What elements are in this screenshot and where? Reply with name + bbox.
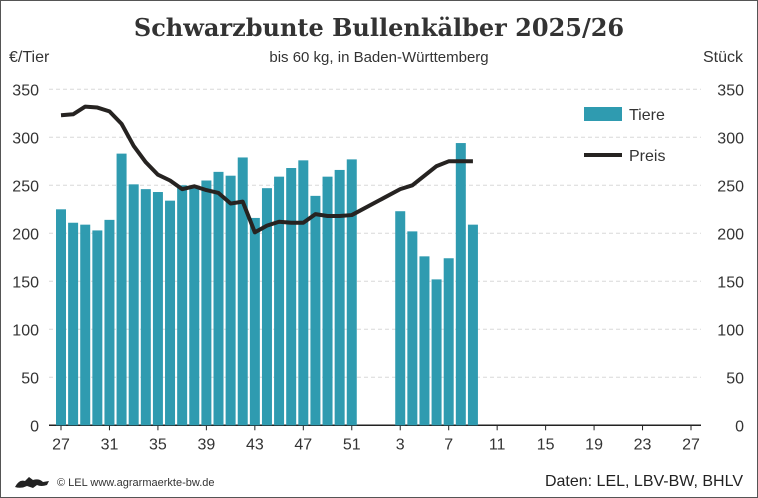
legend-label-preis: Preis [629, 148, 665, 165]
bar-43 [249, 217, 260, 426]
bar-4 [407, 231, 418, 426]
bar-41 [225, 175, 236, 426]
x-tick-label: 15 [537, 436, 555, 453]
bar-9 [467, 224, 478, 426]
left-tick-label: 250 [12, 178, 39, 195]
x-tick-label: 7 [444, 436, 453, 453]
x-tick-label: 31 [101, 436, 119, 453]
bar-34 [140, 189, 151, 426]
right-tick-label: 0 [735, 418, 744, 435]
data-source-text: Daten: LEL, LBV-BW, BHLV [544, 473, 743, 490]
bar-38 [189, 187, 200, 426]
right-tick-label: 100 [717, 322, 744, 339]
lion-logo-icon [15, 477, 49, 488]
right-tick-label: 50 [726, 370, 744, 387]
bar-49 [322, 176, 333, 426]
right-tick-label: 150 [717, 274, 744, 291]
bar-50 [334, 169, 345, 426]
bar-8 [455, 143, 466, 426]
x-tick-label: 3 [396, 436, 405, 453]
bar-42 [237, 157, 248, 426]
left-tick-label: 150 [12, 274, 39, 291]
legend-label-tiere: Tiere [629, 107, 665, 124]
bar-46 [286, 168, 297, 426]
bar-51 [346, 159, 357, 426]
chart-subtitle: bis 60 kg, in Baden-Württemberg [269, 49, 489, 66]
bar-27 [56, 209, 66, 426]
bar-5 [419, 256, 430, 426]
left-tick-label: 50 [21, 370, 39, 387]
x-tick-label: 43 [246, 436, 264, 453]
bar-36 [165, 200, 176, 426]
bar-28 [68, 222, 79, 426]
right-tick-label: 250 [717, 178, 744, 195]
bar-37 [177, 185, 188, 426]
x-tick-label: 39 [197, 436, 215, 453]
bar-3 [395, 211, 406, 426]
bar-30 [92, 230, 103, 426]
x-tick-label: 19 [585, 436, 603, 453]
bar-39 [201, 180, 212, 426]
x-tick-label: 35 [149, 436, 167, 453]
bar-45 [274, 176, 285, 426]
x-tick-label: 23 [634, 436, 652, 453]
bar-35 [152, 192, 163, 426]
x-tick-label: 11 [489, 436, 506, 453]
bar-32 [116, 153, 127, 426]
bar-29 [80, 224, 91, 426]
x-tick-label: 27 [682, 436, 700, 453]
bar-47 [298, 160, 309, 426]
chart-title: Schwarzbunte Bullenkälber 2025/26 [133, 13, 625, 42]
left-tick-label: 200 [12, 226, 39, 243]
left-tick-label: 350 [12, 82, 39, 99]
right-tick-label: 350 [717, 82, 744, 99]
bar-44 [261, 188, 272, 426]
right-tick-label: 200 [717, 226, 744, 243]
left-tick-label: 100 [12, 322, 39, 339]
left-axis-label: €/Tier [9, 49, 50, 66]
x-tick-label: 51 [343, 436, 361, 453]
left-tick-label: 0 [30, 418, 39, 435]
right-tick-label: 300 [717, 130, 744, 147]
bar-31 [104, 219, 115, 426]
bar-6 [431, 279, 442, 426]
price-line [60, 104, 473, 235]
bar-7 [443, 258, 454, 426]
legend-swatch-tiere [584, 107, 622, 121]
copyright-text: © LEL www.agrarmaerkte-bw.de [57, 477, 215, 489]
bar-33 [128, 184, 139, 426]
x-tick-label: 27 [52, 436, 70, 453]
bar-40 [213, 171, 224, 426]
x-tick-label: 47 [294, 436, 312, 453]
bar-48 [310, 195, 321, 426]
plot-area: 0 0 50 50 100 100 150 150 200 200 250 250 300 300 350 3… [12, 82, 744, 453]
right-axis-label: Stück [702, 49, 743, 66]
left-tick-label: 300 [12, 130, 39, 147]
